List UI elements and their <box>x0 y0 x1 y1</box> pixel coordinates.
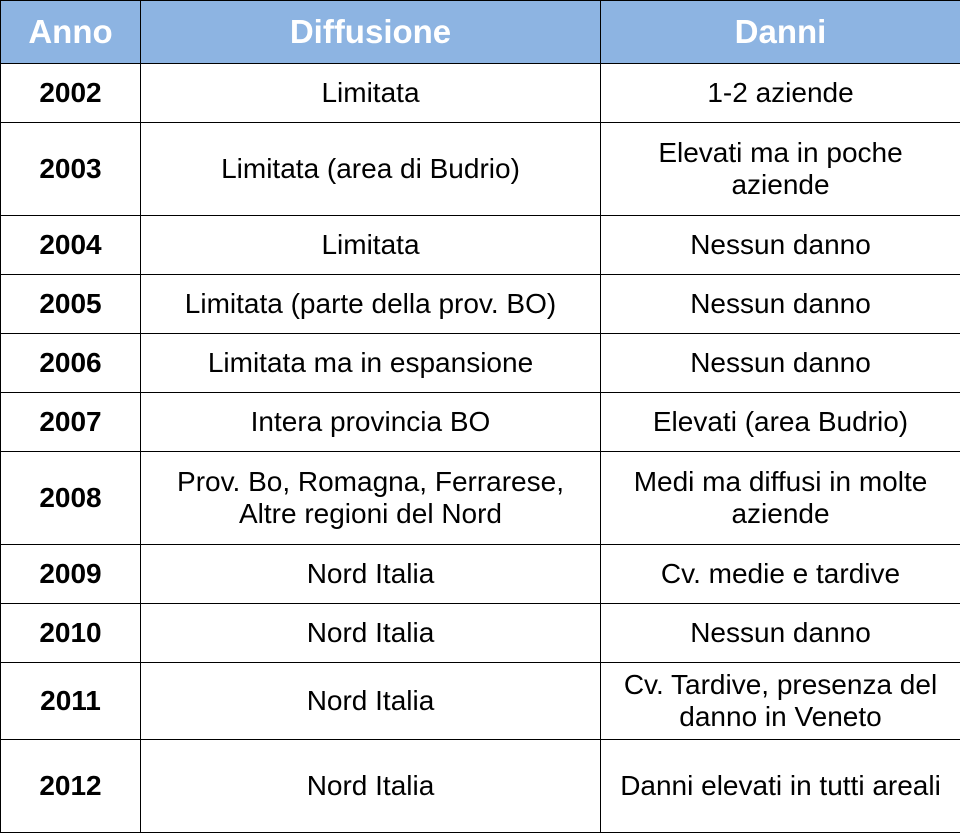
cell-diffusione: Limitata <box>141 216 601 275</box>
cell-anno: 2005 <box>1 275 141 334</box>
cell-anno: 2004 <box>1 216 141 275</box>
cell-danni: Nessun danno <box>601 334 960 393</box>
cell-diffusione: Nord Italia <box>141 740 601 833</box>
cell-diffusione: Prov. Bo, Romagna, Ferrarese, Altre regi… <box>141 452 601 545</box>
cell-anno: 2003 <box>1 123 141 216</box>
cell-diffusione: Nord Italia <box>141 545 601 604</box>
cell-anno: 2010 <box>1 604 141 663</box>
data-table: Anno Diffusione Danni 2002Limitata1-2 az… <box>0 0 960 833</box>
cell-diffusione: Nord Italia <box>141 663 601 740</box>
table-row: 2005Limitata (parte della prov. BO)Nessu… <box>1 275 960 334</box>
col-header-anno: Anno <box>1 1 141 64</box>
col-header-danni: Danni <box>601 1 960 64</box>
table-row: 2011Nord ItaliaCv. Tardive, presenza del… <box>1 663 960 740</box>
table-header-row: Anno Diffusione Danni <box>1 1 960 64</box>
cell-danni: Nessun danno <box>601 275 960 334</box>
table-row: 2003Limitata (area di Budrio)Elevati ma … <box>1 123 960 216</box>
cell-danni: Danni elevati in tutti areali <box>601 740 960 833</box>
cell-diffusione: Limitata (area di Budrio) <box>141 123 601 216</box>
cell-anno: 2002 <box>1 64 141 123</box>
table-body: 2002Limitata1-2 aziende2003Limitata (are… <box>1 64 960 833</box>
table-row: 2007Intera provincia BOElevati (area Bud… <box>1 393 960 452</box>
cell-danni: Medi ma diffusi in molte aziende <box>601 452 960 545</box>
table-row: 2004LimitataNessun danno <box>1 216 960 275</box>
cell-danni: Nessun danno <box>601 604 960 663</box>
col-header-diff: Diffusione <box>141 1 601 64</box>
table-row: 2010Nord ItaliaNessun danno <box>1 604 960 663</box>
cell-anno: 2008 <box>1 452 141 545</box>
cell-diffusione: Nord Italia <box>141 604 601 663</box>
table-row: 2009Nord ItaliaCv. medie e tardive <box>1 545 960 604</box>
cell-diffusione: Limitata (parte della prov. BO) <box>141 275 601 334</box>
cell-anno: 2007 <box>1 393 141 452</box>
cell-danni: 1-2 aziende <box>601 64 960 123</box>
cell-diffusione: Intera provincia BO <box>141 393 601 452</box>
cell-danni: Cv. Tardive, presenza del danno in Venet… <box>601 663 960 740</box>
cell-danni: Cv. medie e tardive <box>601 545 960 604</box>
table-row: 2002Limitata1-2 aziende <box>1 64 960 123</box>
cell-anno: 2011 <box>1 663 141 740</box>
table-row: 2006Limitata ma in espansioneNessun dann… <box>1 334 960 393</box>
cell-danni: Nessun danno <box>601 216 960 275</box>
cell-danni: Elevati ma in poche aziende <box>601 123 960 216</box>
cell-danni: Elevati (area Budrio) <box>601 393 960 452</box>
table-row: 2012Nord ItaliaDanni elevati in tutti ar… <box>1 740 960 833</box>
cell-anno: 2009 <box>1 545 141 604</box>
table-row: 2008Prov. Bo, Romagna, Ferrarese, Altre … <box>1 452 960 545</box>
cell-diffusione: Limitata <box>141 64 601 123</box>
cell-anno: 2006 <box>1 334 141 393</box>
cell-anno: 2012 <box>1 740 141 833</box>
table-container: Anno Diffusione Danni 2002Limitata1-2 az… <box>0 0 960 701</box>
cell-diffusione: Limitata ma in espansione <box>141 334 601 393</box>
